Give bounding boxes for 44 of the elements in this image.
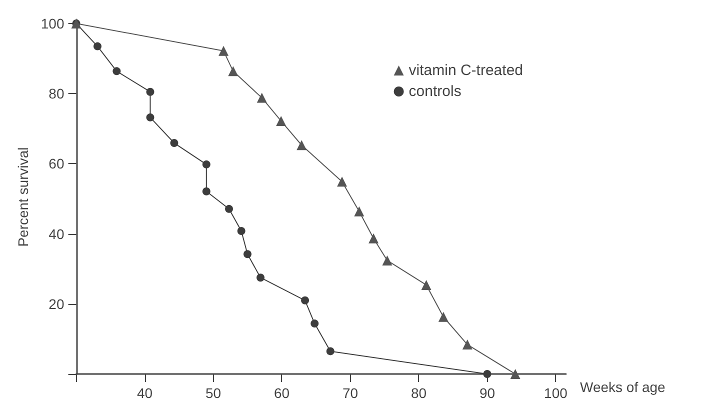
point [462,340,472,350]
legend-label: controls [408,83,462,100]
point [202,160,210,168]
x-tick-label: 60 [274,385,290,401]
point [483,370,492,378]
x-tick-label: 80 [410,385,427,401]
point [421,280,432,290]
point [382,255,392,266]
x-tick-label: 70 [342,385,358,401]
y-tick-label: 100 [40,16,64,32]
point [94,42,102,50]
legend-label: vitamin C-treated [408,62,524,79]
point [510,369,520,379]
point [244,250,252,258]
point [310,320,319,328]
point [170,139,178,148]
point [225,204,234,213]
y-axis-title: Percent survival [15,147,31,247]
point [112,67,121,76]
point [276,116,286,126]
point [326,347,334,356]
point [202,187,210,196]
point [146,113,154,122]
point [296,140,307,150]
point [256,274,265,282]
point [301,296,310,304]
y-tick-label: 40 [48,226,64,242]
point [368,233,379,244]
point [354,206,364,216]
point [337,176,348,187]
x-tick-label: 50 [205,385,222,401]
x-tick-label: 40 [136,385,153,401]
point [256,92,267,103]
x-tick-label: 90 [479,385,496,401]
y-tick-label: 20 [48,296,64,312]
point [228,66,238,76]
point [146,88,154,96]
y-tick-label: 80 [48,86,64,102]
point [438,312,448,322]
point [218,46,229,56]
x-axis-title: Weeks of age [580,379,666,395]
x-tick-label: 100 [544,385,568,401]
point [237,227,246,235]
y-tick-label: 60 [48,156,64,172]
